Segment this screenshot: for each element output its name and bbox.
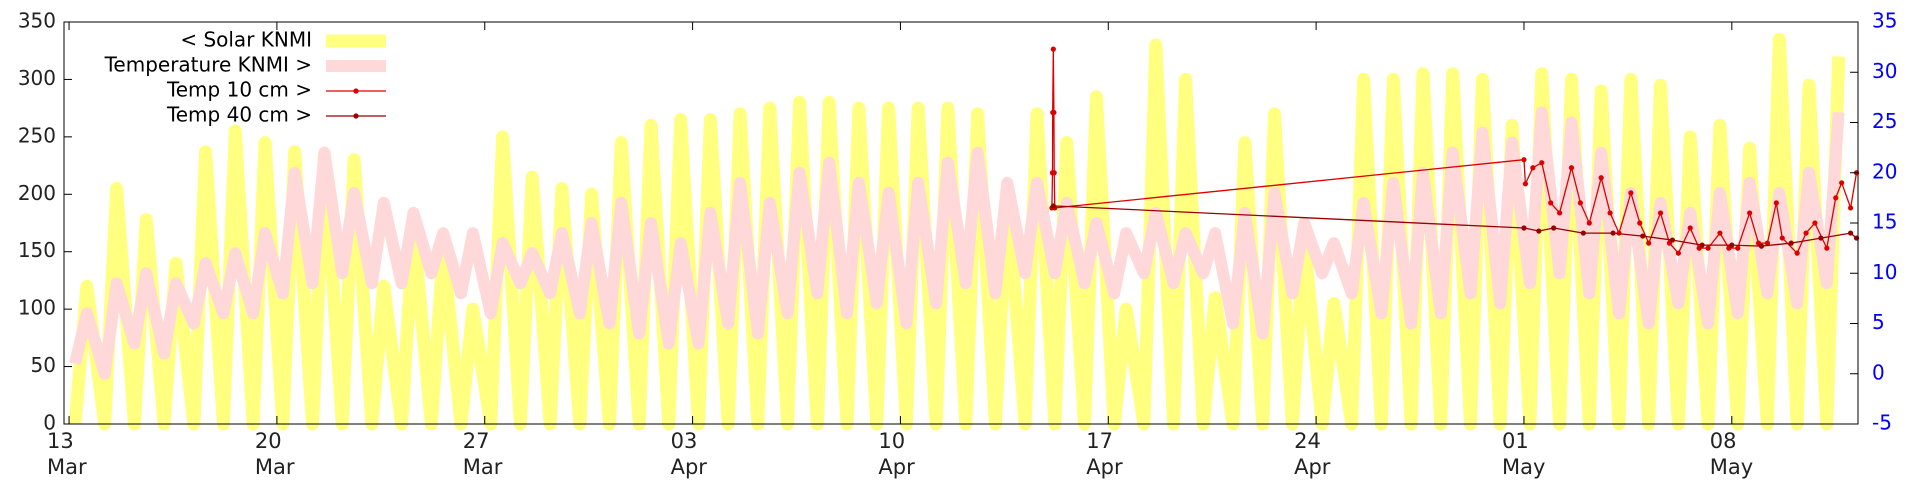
y-tick-label: 300: [18, 66, 56, 90]
series-point: [1521, 225, 1527, 231]
y-tick-label: 250: [18, 123, 56, 147]
series-point: [1568, 165, 1575, 171]
series-point: [1050, 46, 1056, 52]
series-point: [1548, 200, 1554, 206]
y-tick-label: 150: [18, 238, 56, 262]
series-point: [1646, 240, 1652, 246]
series-point: [1764, 240, 1771, 246]
series-point: [1729, 242, 1735, 248]
legend-label: Temp 10 cm >: [166, 78, 312, 102]
y2-tick-label: 15: [1872, 210, 1897, 234]
y-tick-label: 100: [18, 296, 56, 320]
series-point: [1607, 210, 1613, 216]
series-line: [1051, 48, 1858, 254]
x-tick-label: 01 May: [1501, 429, 1546, 479]
x-tick-label: 20 Mar: [254, 429, 295, 479]
y2-tick-label: 10: [1872, 260, 1897, 284]
y2-tick-label: 0: [1872, 360, 1885, 384]
y2-tick-label: -5: [1872, 411, 1892, 435]
series-point: [1687, 225, 1693, 231]
series-point: [1717, 230, 1723, 236]
legend-marker: [353, 113, 359, 119]
x-tick-label: 24 Apr: [1294, 429, 1331, 479]
y2-tick-label: 35: [1872, 9, 1897, 33]
series-point: [1839, 180, 1845, 186]
y2-tick-label: 20: [1872, 159, 1897, 183]
series-point: [1705, 245, 1711, 251]
series-point: [1779, 235, 1785, 241]
y2-tick-label: 25: [1872, 109, 1897, 133]
series-point: [1699, 242, 1705, 248]
series-point: [1773, 200, 1779, 206]
legend-label: Temp 40 cm >: [166, 103, 312, 127]
series-point: [1556, 210, 1563, 216]
series-point: [1794, 250, 1800, 256]
y2-tick-label: 5: [1872, 310, 1885, 334]
series-point: [1051, 170, 1057, 176]
y-tick-label: 50: [31, 353, 56, 377]
series-point: [1640, 233, 1646, 239]
series-point: [1530, 165, 1536, 171]
series-point: [1637, 220, 1643, 226]
legend-label: Temperature KNMI >: [104, 53, 312, 77]
series-point: [1521, 157, 1527, 163]
series-point: [1551, 225, 1557, 231]
x-tick-label: 27 Mar: [462, 429, 503, 479]
x-tick-label: 13 Mar: [47, 429, 87, 479]
x-tick-label: 17 Apr: [1086, 429, 1123, 479]
series-point: [1812, 220, 1818, 226]
series-point: [1050, 203, 1056, 209]
series-point: [1735, 245, 1741, 251]
series-point: [1522, 181, 1529, 187]
series-point: [1833, 195, 1839, 201]
x-tick-label: 10 Apr: [878, 429, 915, 479]
series-point: [1758, 243, 1765, 249]
series-point: [1536, 228, 1542, 234]
series-point: [1788, 240, 1794, 246]
series-point: [1628, 190, 1634, 196]
series-point: [1539, 160, 1545, 166]
series-point: [1675, 250, 1681, 256]
series-point: [1847, 205, 1854, 211]
series-point: [1580, 230, 1586, 236]
series-point: [1824, 245, 1830, 251]
legend-marker: [353, 88, 359, 94]
series-point: [1577, 200, 1583, 206]
series-point: [1847, 230, 1854, 236]
y-tick-label: 200: [18, 181, 56, 205]
series-line: [69, 106, 1845, 380]
series-point: [1803, 230, 1809, 236]
x-tick-label: 08 May: [1709, 429, 1754, 479]
series-point: [1610, 230, 1616, 236]
series-point: [1598, 175, 1604, 181]
y2-tick-label: 30: [1872, 59, 1897, 83]
y-tick-label: 350: [18, 9, 56, 33]
series-point: [1669, 237, 1676, 243]
series-point: [1051, 109, 1057, 116]
x-tick-label: 03 Apr: [670, 429, 707, 479]
series-point: [1818, 235, 1824, 241]
series-point: [1657, 210, 1664, 216]
y-tick-label: 0: [43, 411, 56, 435]
series-point: [1747, 210, 1753, 216]
legend-label: < Solar KNMI: [180, 28, 312, 52]
series-point: [1586, 220, 1592, 226]
